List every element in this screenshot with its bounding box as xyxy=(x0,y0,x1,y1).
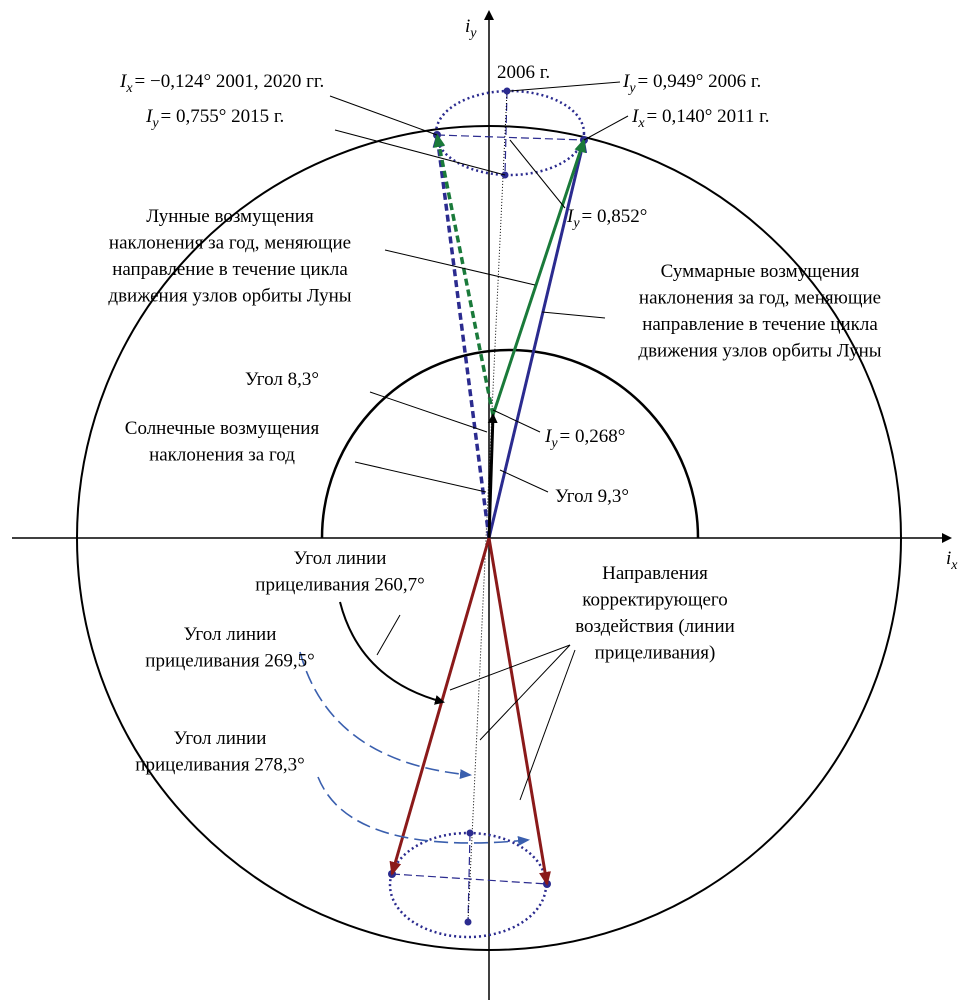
label-line: Угол линии xyxy=(294,548,387,569)
axis-label: iy xyxy=(465,16,477,41)
label: Ix = −0,124° 2001, 2020 гг. xyxy=(119,71,324,96)
sum-vector-dashed xyxy=(432,133,491,539)
aim-vector xyxy=(487,537,551,886)
leader-lines xyxy=(329,81,629,801)
angle-arc xyxy=(317,776,530,846)
label-line: прицеливания 278,3° xyxy=(135,755,304,776)
semicircle xyxy=(320,348,700,539)
label-line: движения узлов орбиты Луны xyxy=(108,286,351,307)
label: Iy = 0,268° xyxy=(544,426,625,451)
label-line: прицеливания) xyxy=(595,643,716,664)
label-line: наклонения за год, меняющие xyxy=(639,288,881,309)
solar-vector xyxy=(487,413,498,539)
label-line: прицеливания 269,5° xyxy=(145,651,314,672)
label-line: наклонения за год, меняющие xyxy=(109,233,351,254)
axis-label: ix xyxy=(946,548,958,573)
shapes xyxy=(12,10,952,1000)
ellipse-chords xyxy=(391,90,585,923)
label-line: наклонения за год xyxy=(149,445,295,466)
label: Iy = 0,852° xyxy=(566,206,647,231)
label-line: направление в течение цикла xyxy=(642,314,878,335)
angle-arc xyxy=(299,651,472,780)
label-line: воздействия (линии xyxy=(575,616,735,637)
aim-vector xyxy=(389,537,491,876)
label: Угол 8,3° xyxy=(245,369,319,390)
big-circle xyxy=(76,125,902,951)
label: Iy = 0,949° 2006 г. xyxy=(622,71,761,96)
labels: iy ix Ix = −0,124° 2001, 2020 гг. 2006 г.… xyxy=(108,16,958,776)
label: Угол 9,3° xyxy=(555,486,629,507)
label-line: движения узлов орбиты Луны xyxy=(638,341,881,362)
label-line: прицеливания 260,7° xyxy=(255,575,424,596)
label: 2006 г. xyxy=(497,62,550,83)
label-line: корректирующего xyxy=(582,590,727,611)
angle-arc xyxy=(339,601,445,705)
label-line: Направления xyxy=(602,563,708,584)
sum-vector xyxy=(487,138,588,539)
lunar-vector xyxy=(491,138,586,416)
label-line: Лунные возмущения xyxy=(146,206,314,227)
lunar-vector-dashed xyxy=(433,133,495,416)
label: Iy = 0,755° 2015 г. xyxy=(145,106,284,131)
label-line: направление в течение цикла xyxy=(112,259,348,280)
label: Ix = 0,140° 2011 г. xyxy=(631,106,770,131)
label-line: Суммарные возмущения xyxy=(661,261,860,282)
label-line: Угол линии xyxy=(184,624,277,645)
label-line: Солнечные возмущения xyxy=(125,418,320,439)
dotted-line xyxy=(467,90,508,923)
label-line: Угол линии xyxy=(174,728,267,749)
